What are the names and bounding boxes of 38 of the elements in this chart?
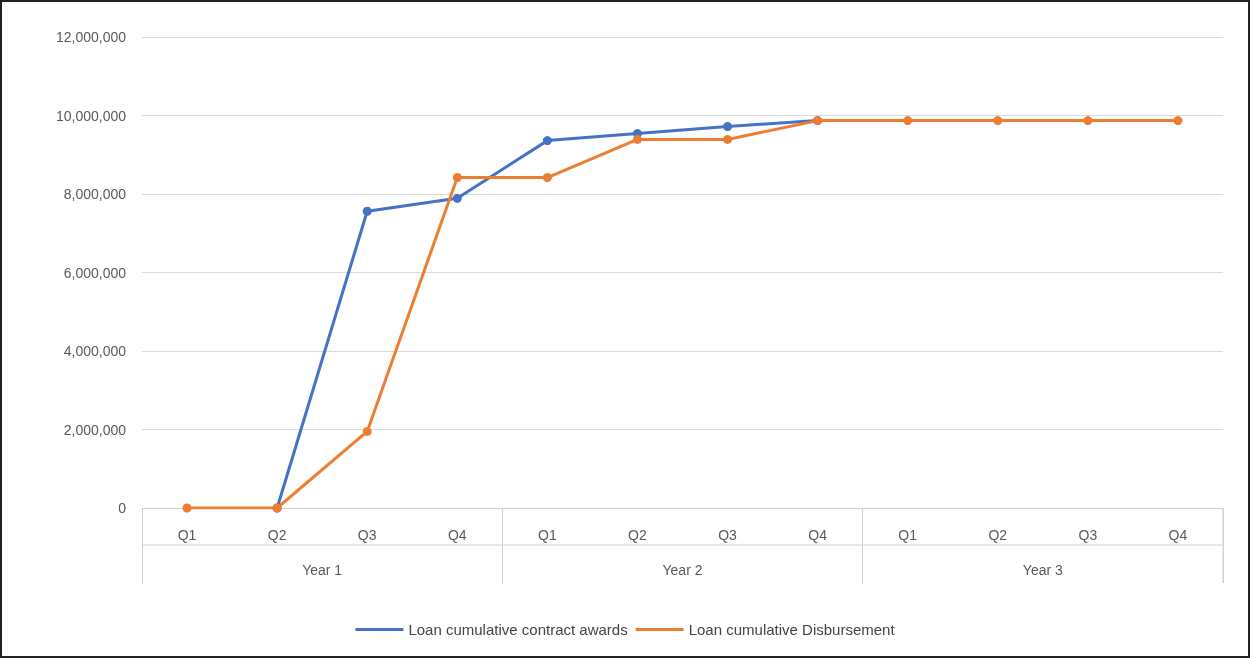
x-tick-label: Q3 (357, 527, 377, 543)
x-tick-label: Q4 (1168, 527, 1188, 543)
x-tick-label: Q4 (808, 527, 828, 543)
point (452, 173, 462, 183)
y-tick-label: 8,000,000 (63, 186, 127, 202)
point (993, 116, 1003, 126)
point (542, 173, 552, 183)
legend-label: Loan cumulative contract awards (408, 621, 628, 638)
y-tick-label: 6,000,000 (63, 264, 127, 281)
x-tick-label: Q4 (447, 527, 467, 543)
x-tick-label: Q3 (718, 527, 738, 543)
x-tick-label: Q2 (988, 527, 1008, 543)
y-tick-label: 4,000,000 (63, 343, 127, 359)
text: Year 1 (302, 562, 343, 578)
text: Year 3 (1022, 562, 1064, 578)
point (542, 136, 552, 146)
x-tick-label: Q2 (267, 527, 287, 543)
point (632, 134, 642, 144)
point (1173, 116, 1183, 126)
point (903, 116, 913, 126)
point (362, 206, 372, 216)
point (182, 503, 192, 513)
point (452, 193, 462, 203)
y-tick-label: 10,000,000 (55, 107, 127, 124)
x-tick-label: Q3 (1078, 527, 1098, 543)
x-tick-label: Q2 (628, 527, 647, 543)
x-tick-label: Q1 (538, 527, 557, 543)
legend-label: Loan cumulative Disbursement (688, 621, 896, 638)
y-tick-label: 12,000,000 (55, 29, 127, 45)
point (362, 426, 372, 436)
y-tick-label: 0 (118, 500, 127, 516)
y-tick-label: 2,000,000 (63, 421, 127, 438)
point (723, 121, 733, 131)
text: Year 2 (662, 562, 703, 578)
point (1083, 116, 1093, 126)
x-tick-label: Q1 (177, 527, 197, 543)
point (723, 134, 733, 144)
x-tick-label: Q1 (898, 527, 918, 543)
